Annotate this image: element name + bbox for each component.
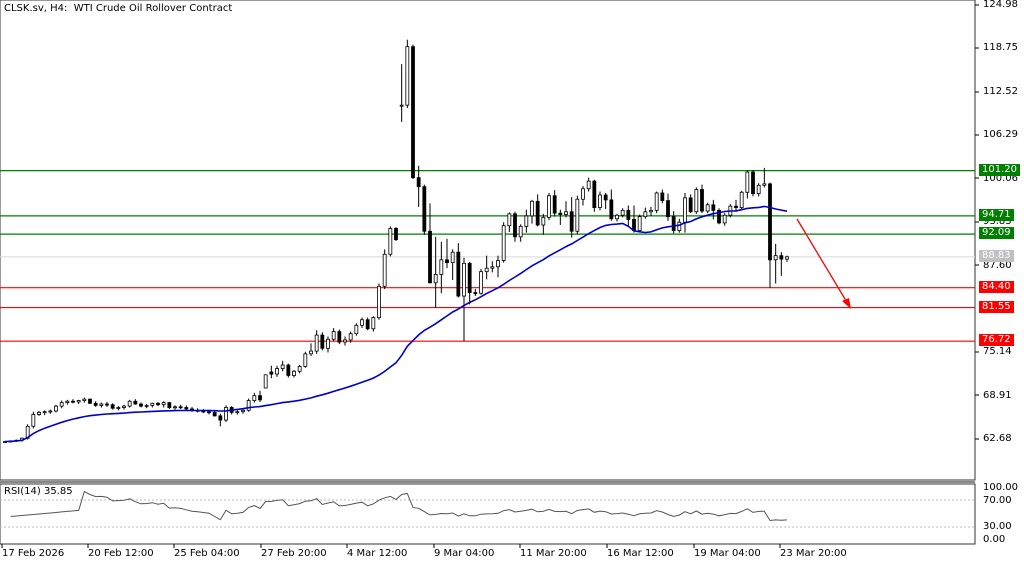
rsi-tick: 0.00	[983, 534, 1006, 545]
price-tick: 62.68	[983, 433, 1012, 444]
time-tick: 16 Mar 12:00	[607, 548, 674, 559]
rsi-tick: 70.00	[983, 495, 1012, 506]
time-tick: 27 Feb 20:00	[261, 548, 327, 559]
main-chart-frame	[0, 0, 976, 481]
price-tick: 93.83	[983, 216, 1012, 227]
level-tag-101-20: 101.20	[979, 164, 1020, 176]
horizontal-levels	[0, 170, 975, 342]
price-tick: 87.60	[983, 260, 1012, 271]
level-tag-81-55: 81.55	[979, 301, 1014, 313]
candlesticks	[3, 39, 789, 444]
rsi-tick: 30.00	[983, 521, 1012, 532]
current-price-tag: 88.83	[979, 250, 1014, 262]
time-tick: 11 Mar 20:00	[520, 548, 587, 559]
price-tick: 124.98	[983, 0, 1018, 10]
time-tick: 20 Feb 12:00	[88, 548, 154, 559]
price-tick: 100.06	[983, 173, 1018, 184]
rsi-label: RSI(14) 35.85	[4, 486, 73, 497]
price-tick: 75.14	[983, 346, 1012, 357]
axis-ticks	[1, 4, 979, 548]
forecast-arrow-icon	[796, 218, 851, 309]
price-tick: 68.91	[983, 390, 1012, 401]
level-tag-94-71: 94.71	[979, 209, 1014, 221]
level-tag-92-09: 92.09	[979, 227, 1014, 239]
level-tag-84-40: 84.40	[979, 281, 1014, 293]
time-tick: 23 Mar 20:00	[780, 548, 847, 559]
moving-average-line	[4, 205, 788, 443]
time-tick: 17 Feb 2026	[2, 548, 65, 559]
time-tick: 4 Mar 12:00	[347, 548, 408, 559]
price-tick: 118.75	[983, 42, 1018, 53]
rsi-tick: 100.00	[983, 482, 1018, 493]
price-tick: 106.29	[983, 129, 1018, 140]
time-tick: 19 Mar 04:00	[694, 548, 761, 559]
rsi-line	[10, 490, 788, 522]
chart-title: CLSK.sv, H4: WTI Crude Oil Rollover Cont…	[4, 3, 233, 14]
level-tag-76-72: 76.72	[979, 334, 1014, 346]
time-tick: 9 Mar 04:00	[434, 548, 495, 559]
time-tick: 25 Feb 04:00	[174, 548, 240, 559]
price-tick: 112.52	[983, 86, 1018, 97]
